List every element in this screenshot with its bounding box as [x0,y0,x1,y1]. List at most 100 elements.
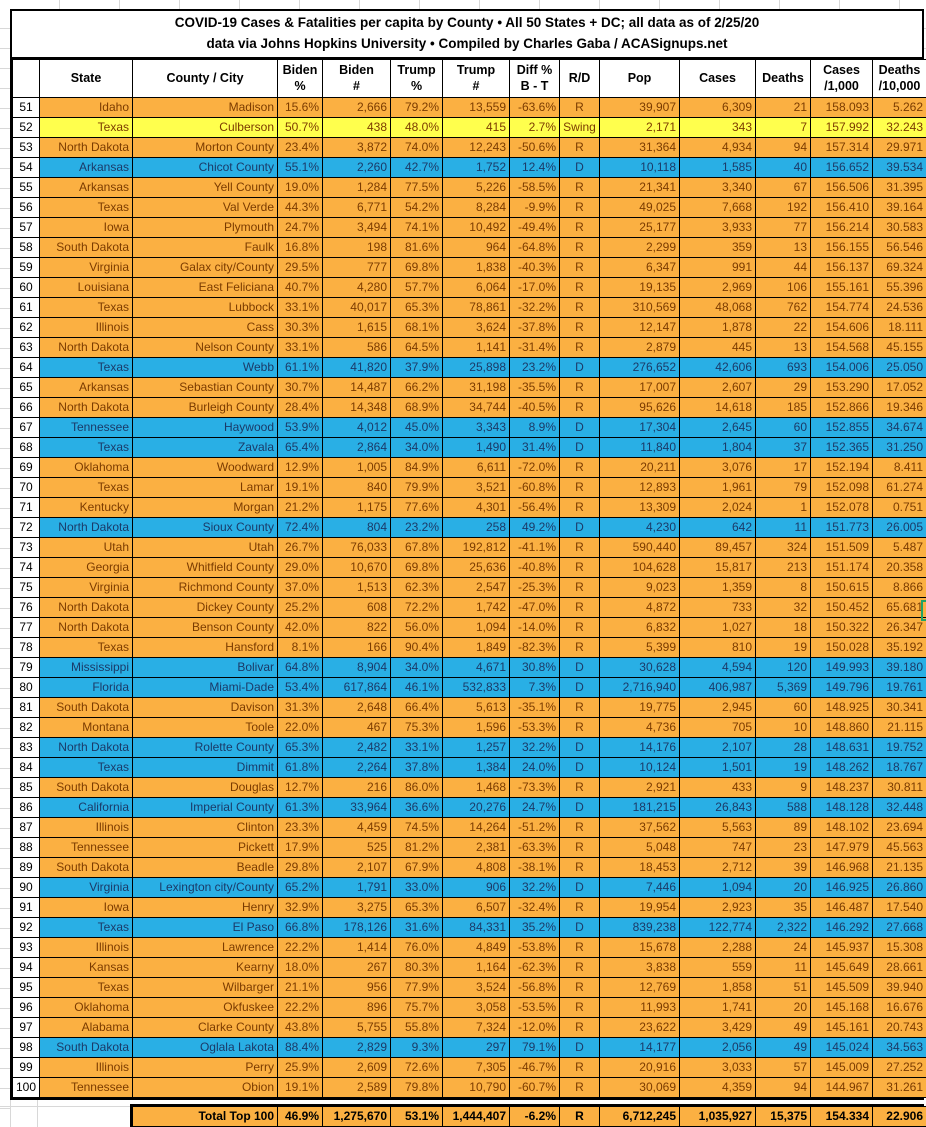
row-number[interactable]: 85 [12,777,40,798]
cell-cases[interactable]: 4,359 [679,1077,756,1098]
cell-trump-pct[interactable]: 64.5% [390,337,443,358]
cell-rd[interactable]: D [559,417,600,438]
cell-cases[interactable]: 642 [679,517,756,538]
cell-trump-num[interactable]: 4,301 [442,497,510,518]
cell-state[interactable]: Texas [39,117,133,138]
cell-cases[interactable]: 433 [679,777,756,798]
cell-biden-num[interactable]: 3,872 [322,137,391,158]
cell-trump-pct[interactable]: 42.7% [390,157,443,178]
cell-rd[interactable]: R [559,217,600,238]
col-header-deaths-per-10000[interactable]: Deaths /10,000 [872,59,926,98]
cell-trump-num[interactable]: 1,164 [442,957,510,978]
cell-cases[interactable]: 991 [679,257,756,278]
cell-trump-pct[interactable]: 56.0% [390,617,443,638]
total-trump-num[interactable]: 1,444,407 [442,1106,510,1127]
cell-cases[interactable]: 48,068 [679,297,756,318]
cell-cases[interactable]: 3,340 [679,177,756,198]
cell-deaths[interactable]: 22 [755,317,811,338]
cell-diff[interactable]: -49.4% [509,217,560,238]
cell-state[interactable]: Texas [39,197,133,218]
cell-deaths[interactable]: 21 [755,97,811,118]
cell-pop[interactable]: 2,299 [599,237,680,258]
cell-state[interactable]: Alabama [39,1017,133,1038]
row-number[interactable]: 86 [12,797,40,818]
cell-deaths[interactable]: 35 [755,897,811,918]
cell-deaths-per-10000[interactable]: 19.761 [872,677,926,698]
cell-state[interactable]: Iowa [39,897,133,918]
cell-biden-pct[interactable]: 24.7% [277,217,323,238]
row-number[interactable]: 66 [12,397,40,418]
cell-deaths-per-10000[interactable]: 29.971 [872,137,926,158]
cell-trump-pct[interactable]: 69.8% [390,257,443,278]
cell-state[interactable]: Illinois [39,817,133,838]
cell-deaths[interactable]: 588 [755,797,811,818]
cell-trump-num[interactable]: 297 [442,1037,510,1058]
cell-biden-pct[interactable]: 23.3% [277,817,323,838]
cell-deaths[interactable]: 11 [755,517,811,538]
cell-rd[interactable]: R [559,377,600,398]
cell-state[interactable]: Florida [39,677,133,698]
cell-trump-pct[interactable]: 75.3% [390,717,443,738]
cell-biden-num[interactable]: 2,264 [322,757,391,778]
cell-biden-pct[interactable]: 15.6% [277,97,323,118]
cell-deaths-per-10000[interactable]: 17.052 [872,377,926,398]
cell-deaths[interactable]: 1 [755,497,811,518]
cell-pop[interactable]: 12,147 [599,317,680,338]
cell-trump-num[interactable]: 5,613 [442,697,510,718]
cell-pop[interactable]: 4,736 [599,717,680,738]
cell-rd[interactable]: R [559,497,600,518]
cell-pop[interactable]: 276,652 [599,357,680,378]
cell-rd[interactable]: D [559,1037,600,1058]
cell-biden-num[interactable]: 2,107 [322,857,391,878]
cell-pop[interactable]: 13,309 [599,497,680,518]
cell-trump-pct[interactable]: 76.0% [390,937,443,958]
cell-biden-pct[interactable]: 53.9% [277,417,323,438]
cell-trump-num[interactable]: 13,559 [442,97,510,118]
row-number[interactable]: 81 [12,697,40,718]
row-number[interactable]: 59 [12,257,40,278]
cell-trump-num[interactable]: 6,611 [442,457,510,478]
cell-deaths[interactable]: 94 [755,1077,811,1098]
cell-deaths-per-10000[interactable]: 39.940 [872,977,926,998]
col-header-state[interactable]: State [39,59,133,98]
cell-trump-num[interactable]: 1,490 [442,437,510,458]
col-header-county[interactable]: County / City [132,59,278,98]
col-header-cases-per-1000[interactable]: Cases /1,000 [810,59,873,98]
cell-deaths-per-10000[interactable]: 5.262 [872,97,926,118]
cell-biden-pct[interactable]: 30.3% [277,317,323,338]
cell-state[interactable]: Virginia [39,877,133,898]
cell-biden-num[interactable]: 5,755 [322,1017,391,1038]
cell-state[interactable]: Texas [39,357,133,378]
total-biden-pct[interactable]: 46.9% [277,1106,323,1127]
cell-biden-pct[interactable]: 26.7% [277,537,323,558]
cell-county[interactable]: Chicot County [132,157,278,178]
cell-pop[interactable]: 30,628 [599,657,680,678]
cell-trump-pct[interactable]: 45.0% [390,417,443,438]
cell-trump-pct[interactable]: 86.0% [390,777,443,798]
cell-deaths[interactable]: 23 [755,837,811,858]
cell-cases[interactable]: 810 [679,637,756,658]
cell-county[interactable]: Faulk [132,237,278,258]
total-pop[interactable]: 6,712,245 [599,1106,680,1127]
cell-biden-pct[interactable]: 19.0% [277,177,323,198]
cell-cases-per-1000[interactable]: 148.128 [810,797,873,818]
row-number[interactable]: 65 [12,377,40,398]
cell-deaths-per-10000[interactable]: 26.005 [872,517,926,538]
cell-deaths-per-10000[interactable]: 19.346 [872,397,926,418]
cell-biden-pct[interactable]: 28.4% [277,397,323,418]
cell-county[interactable]: Wilbarger [132,977,278,998]
cell-county[interactable]: Sebastian County [132,377,278,398]
cell-deaths[interactable]: 60 [755,417,811,438]
cell-pop[interactable]: 14,177 [599,1037,680,1058]
row-number[interactable]: 98 [12,1037,40,1058]
cell-cases[interactable]: 7,668 [679,197,756,218]
row-number[interactable]: 69 [12,457,40,478]
cell-trump-pct[interactable]: 79.9% [390,477,443,498]
row-number[interactable]: 62 [12,317,40,338]
cell-cases-per-1000[interactable]: 152.098 [810,477,873,498]
cell-cases-per-1000[interactable]: 145.168 [810,997,873,1018]
cell-trump-pct[interactable]: 48.0% [390,117,443,138]
cell-state[interactable]: Georgia [39,557,133,578]
cell-biden-pct[interactable]: 22.2% [277,937,323,958]
cell-pop[interactable]: 19,135 [599,277,680,298]
